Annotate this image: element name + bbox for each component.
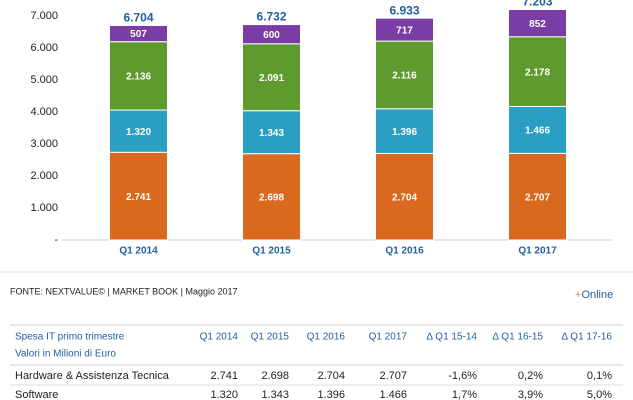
value-label: 1.466 bbox=[525, 126, 550, 137]
y-tick-label: 3.000 bbox=[30, 138, 58, 150]
table-header: Q1 2017 bbox=[369, 332, 408, 343]
value-label: 2.741 bbox=[126, 192, 151, 203]
x-tick-label: Q1 2014 bbox=[119, 246, 158, 257]
total-label: 6.704 bbox=[123, 11, 153, 25]
value-label: 1.396 bbox=[392, 127, 417, 138]
table-cell: 1,7% bbox=[452, 389, 477, 400]
table-cell: -1,6% bbox=[448, 370, 477, 382]
table-cell: Hardware & Assistenza Tecnica bbox=[15, 370, 170, 382]
value-label: 600 bbox=[263, 30, 280, 41]
value-label: 2.136 bbox=[126, 72, 151, 83]
table-cell: 0,2% bbox=[518, 370, 543, 382]
table-subtitle: Valori in Milioni di Euro bbox=[15, 349, 116, 360]
value-label: 852 bbox=[529, 19, 546, 30]
value-label-box bbox=[386, 67, 423, 82]
logo: +Online bbox=[575, 289, 613, 301]
table-cell: 1.396 bbox=[317, 389, 345, 400]
total-label: 6.933 bbox=[389, 3, 419, 17]
total-label: 7.203 bbox=[522, 0, 552, 9]
value-label-box bbox=[253, 189, 290, 204]
y-tick-label: 7.000 bbox=[30, 10, 58, 22]
y-tick-label: 6.000 bbox=[30, 42, 58, 54]
value-label-box bbox=[519, 189, 556, 204]
value-label: 1.320 bbox=[126, 127, 151, 138]
table-header: Δ Q1 17-16 bbox=[561, 332, 612, 343]
value-label: 2.178 bbox=[525, 67, 550, 78]
table-cell: 3,9% bbox=[518, 389, 543, 400]
table-cell: Software bbox=[15, 389, 58, 400]
value-label: 2.116 bbox=[392, 71, 417, 82]
y-tick-label: 1.000 bbox=[30, 202, 58, 214]
table-header: Spesa IT primo trimestre bbox=[15, 332, 125, 343]
value-label: 717 bbox=[396, 25, 413, 36]
value-label: 2.704 bbox=[392, 192, 417, 203]
table-header: Δ Q1 16-15 bbox=[492, 332, 543, 343]
value-label: 507 bbox=[130, 29, 147, 40]
table-cell: 1.466 bbox=[379, 389, 407, 400]
table-header: Δ Q1 15-14 bbox=[426, 332, 477, 343]
y-tick-label: - bbox=[54, 234, 58, 246]
x-tick-label: Q1 2017 bbox=[518, 246, 557, 257]
value-label-box bbox=[120, 189, 157, 204]
value-label-box bbox=[120, 124, 157, 139]
source: FONTE: NEXTVALUE© | MARKET BOOK | Maggio… bbox=[10, 286, 238, 296]
table-cell: 0,1% bbox=[587, 370, 612, 382]
value-label-box bbox=[253, 27, 290, 42]
value-label: 2.698 bbox=[259, 192, 284, 203]
table-cell: 1.320 bbox=[210, 389, 238, 400]
table-header: Q1 2014 bbox=[200, 332, 239, 343]
value-label-box bbox=[386, 189, 423, 204]
table-cell: 2.698 bbox=[261, 370, 289, 382]
value-label-box bbox=[120, 68, 157, 83]
value-label: 2.091 bbox=[259, 73, 284, 84]
y-tick-label: 2.000 bbox=[30, 170, 58, 182]
value-label-box bbox=[519, 122, 556, 137]
x-tick-label: Q1 2015 bbox=[252, 246, 291, 257]
logo-text: Online bbox=[581, 289, 613, 301]
value-label-box bbox=[386, 124, 423, 139]
value-label-box bbox=[519, 64, 556, 79]
table-cell: 2.707 bbox=[379, 370, 407, 382]
value-label-box bbox=[519, 16, 556, 31]
table-header: Q1 2015 bbox=[251, 332, 290, 343]
table-cell: 5,0% bbox=[587, 389, 612, 400]
x-tick-label: Q1 2016 bbox=[385, 246, 424, 257]
y-tick-label: 4.000 bbox=[30, 106, 58, 118]
value-label-box bbox=[120, 26, 157, 41]
value-label-box bbox=[253, 125, 290, 140]
table-header: Q1 2016 bbox=[307, 332, 346, 343]
y-tick-label: 5.000 bbox=[30, 74, 58, 86]
table-cell: 2.741 bbox=[210, 370, 238, 382]
value-label: 2.707 bbox=[525, 192, 550, 203]
table-cell: 2.704 bbox=[317, 370, 345, 382]
table-cell: 1.343 bbox=[261, 389, 289, 400]
value-label-box bbox=[253, 70, 290, 85]
value-label: 1.343 bbox=[259, 128, 284, 139]
logo-plus: + bbox=[575, 289, 581, 301]
total-label: 6.732 bbox=[256, 10, 286, 24]
value-label-box bbox=[386, 22, 423, 37]
